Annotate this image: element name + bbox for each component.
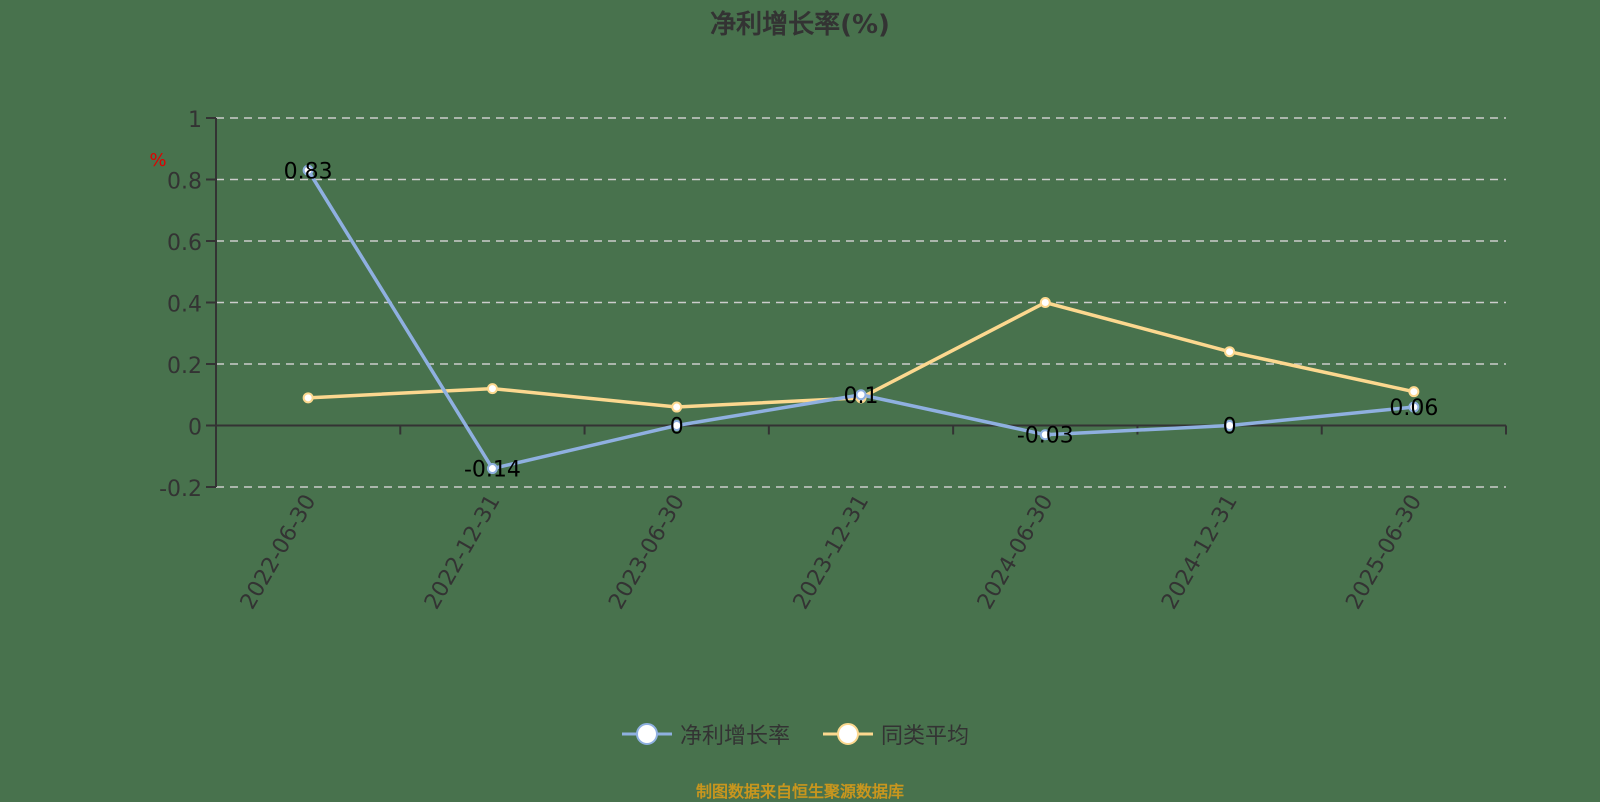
legend-marker-yellow-icon [823, 723, 873, 745]
data-point [302, 164, 314, 176]
x-tick-label: 2024-12-31 [1157, 491, 1243, 614]
legend-label: 净利增长率 [680, 724, 791, 749]
data-point [1408, 401, 1420, 413]
data-label: 0 [1223, 415, 1237, 440]
data-point [1039, 429, 1051, 441]
legend-item-peer-average[interactable]: 同类平均 [823, 718, 969, 750]
y-tick-label: 0 [188, 416, 202, 441]
legend-marker-blue-icon [622, 723, 672, 745]
x-tick-label: 2025-06-30 [1341, 491, 1427, 614]
data-point [302, 392, 314, 404]
data-point [855, 389, 867, 401]
x-tick-label: 2024-06-30 [973, 491, 1059, 614]
x-tick-label: 2023-12-31 [789, 491, 875, 614]
data-label: -0.03 [1017, 424, 1074, 449]
data-point [1224, 346, 1236, 358]
y-tick-label: 0.8 [167, 170, 202, 195]
x-tick-label: 2022-06-30 [236, 491, 322, 614]
chart-title: 净利增长率(%) [710, 10, 890, 40]
data-label: 0.06 [1389, 396, 1438, 421]
data-label: 0.83 [284, 159, 333, 184]
data-label: -0.14 [464, 458, 521, 483]
data-point [486, 383, 498, 395]
data-label: 0 [670, 415, 684, 440]
y-tick-label: 0.6 [167, 231, 202, 256]
y-tick-label: 0.2 [167, 354, 202, 379]
series-line-net-profit-growth [306, 169, 1415, 471]
x-tick-label: 2022-12-31 [420, 491, 506, 614]
data-label: 0.1 [844, 384, 879, 409]
x-tick-label: 2023-06-30 [604, 491, 690, 614]
data-point [1039, 297, 1051, 308]
y-tick-label: -0.2 [159, 477, 202, 502]
data-point [1224, 420, 1236, 431]
data-point [486, 463, 498, 475]
data-point [671, 401, 683, 413]
data-source-note: 制图数据来自恒生聚源数据库 [695, 782, 904, 801]
legend-label: 同类平均 [881, 724, 970, 749]
legend-item-net-profit-growth[interactable]: 净利增长率 [622, 718, 790, 750]
y-tick-label: 0.4 [167, 293, 202, 318]
y-axis-unit: % [149, 150, 166, 171]
data-point [1408, 386, 1420, 398]
data-point [671, 420, 683, 431]
y-tick-label: 1 [188, 108, 202, 133]
